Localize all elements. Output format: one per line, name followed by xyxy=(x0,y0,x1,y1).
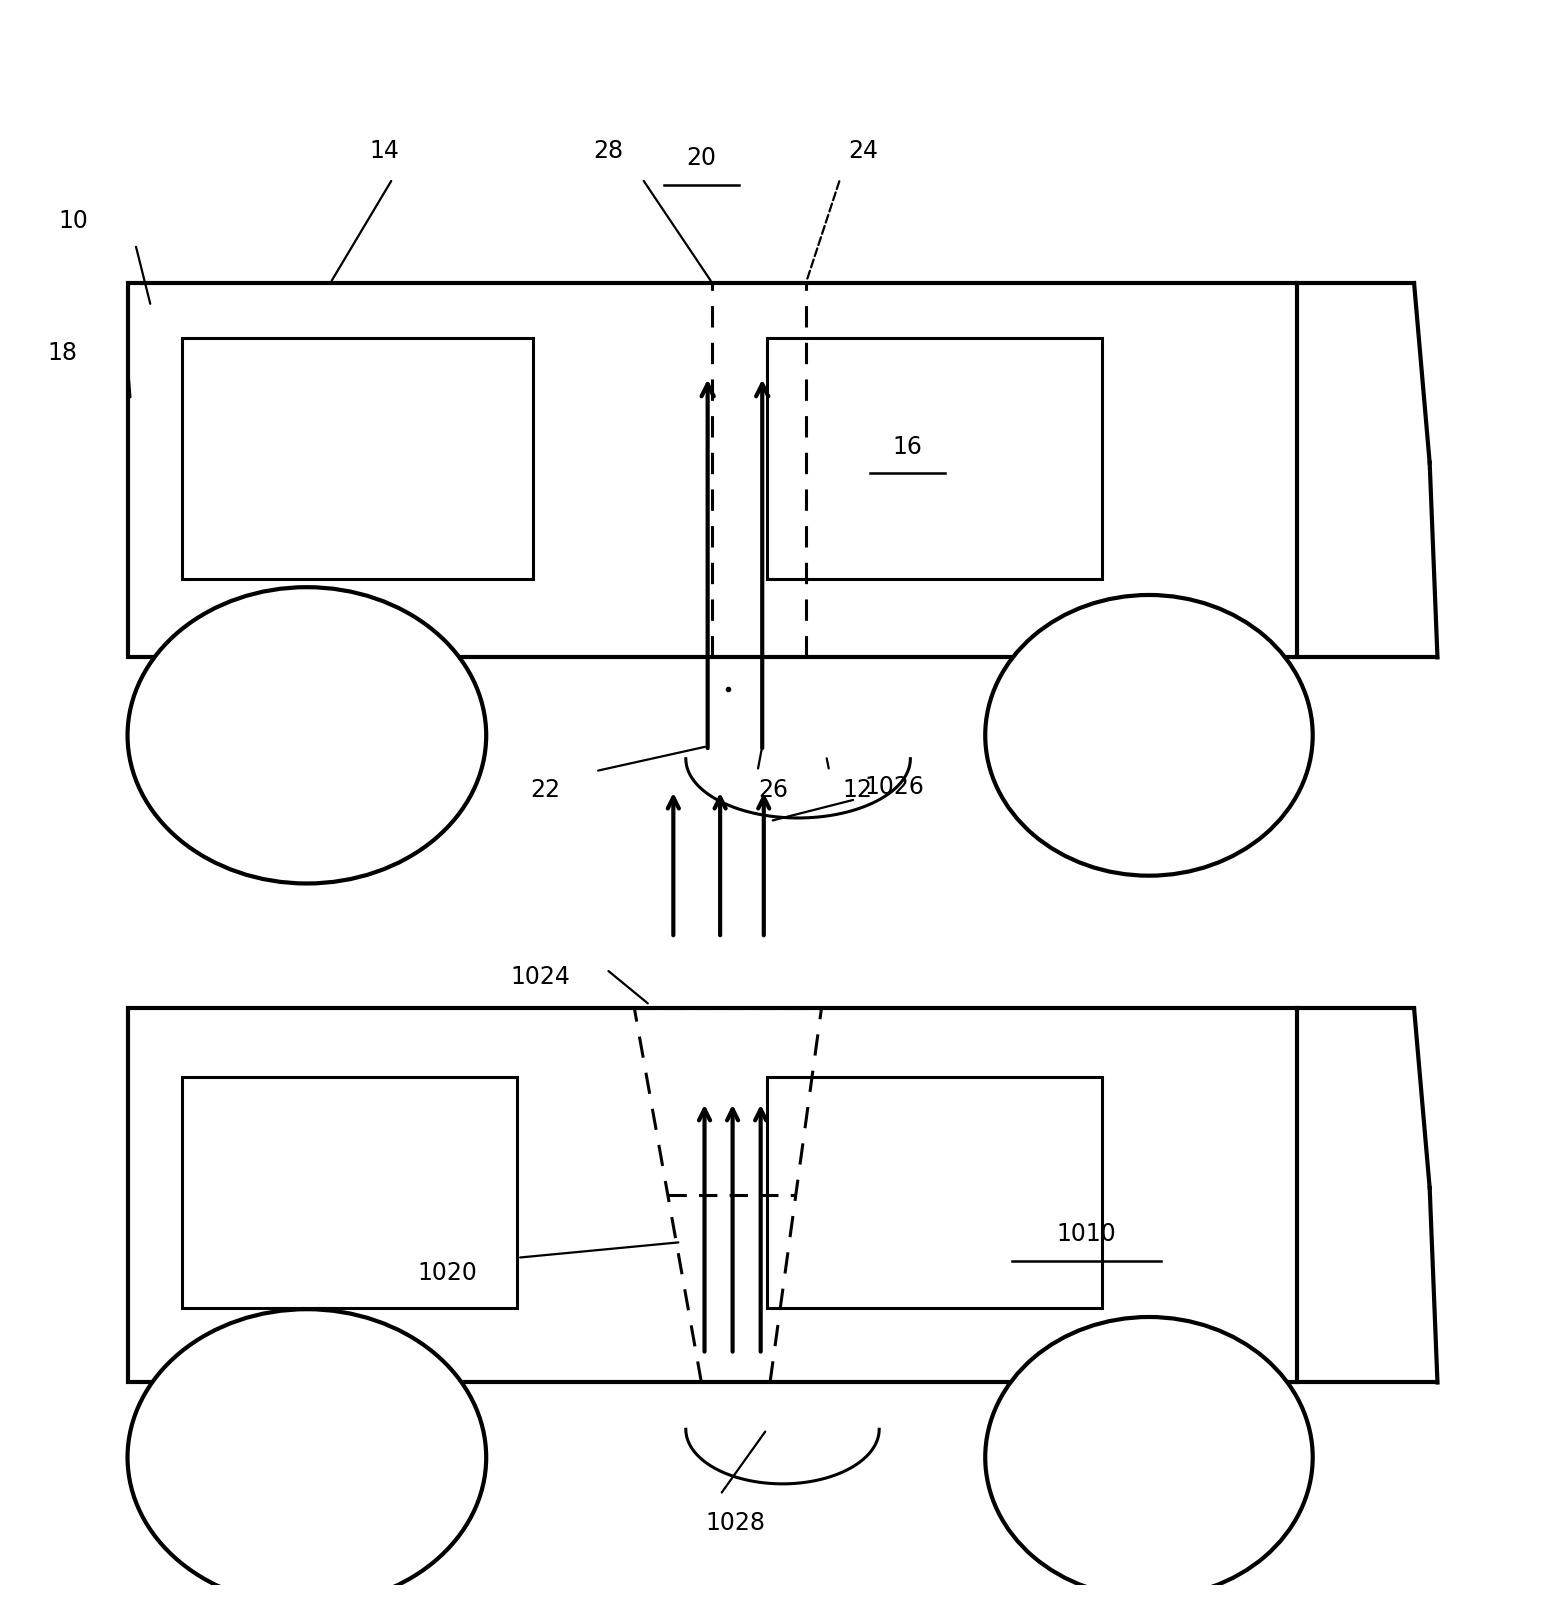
Text: 18: 18 xyxy=(47,342,77,366)
Bar xyxy=(767,1076,1102,1308)
Ellipse shape xyxy=(127,1310,487,1606)
Text: 1026: 1026 xyxy=(865,775,925,799)
Bar xyxy=(127,284,1297,657)
Text: 20: 20 xyxy=(687,147,717,171)
Ellipse shape xyxy=(986,594,1313,876)
Bar xyxy=(127,1008,1297,1382)
Text: 26: 26 xyxy=(757,778,789,802)
Text: 1024: 1024 xyxy=(510,965,571,989)
Text: 10: 10 xyxy=(58,209,88,232)
Text: 28: 28 xyxy=(593,139,623,163)
Text: 16: 16 xyxy=(892,435,922,459)
Text: 14: 14 xyxy=(369,139,399,163)
Bar xyxy=(767,338,1102,580)
Text: 12: 12 xyxy=(842,778,872,802)
Bar xyxy=(182,338,534,580)
Ellipse shape xyxy=(986,1318,1313,1598)
Text: 24: 24 xyxy=(848,139,878,163)
Text: 1020: 1020 xyxy=(418,1261,477,1286)
Text: 1010: 1010 xyxy=(1056,1223,1116,1247)
Text: 1028: 1028 xyxy=(706,1511,765,1535)
Text: 22: 22 xyxy=(531,778,560,802)
Ellipse shape xyxy=(127,586,487,883)
Bar xyxy=(182,1076,518,1308)
